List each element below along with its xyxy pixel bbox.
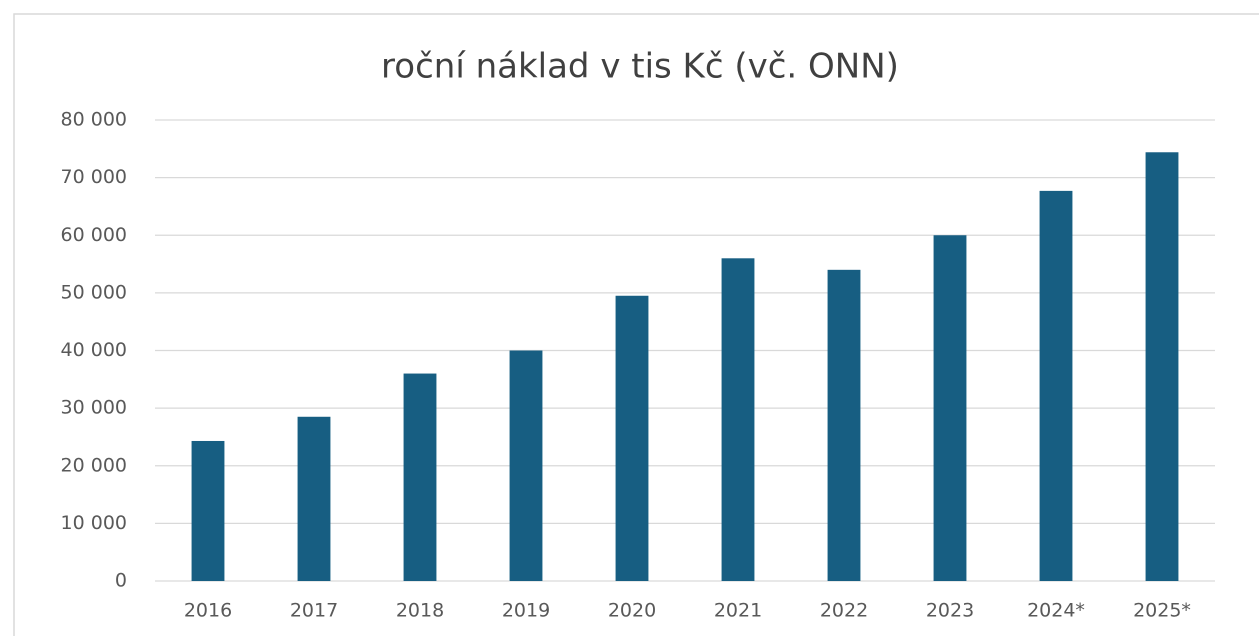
y-tick-label: 30 000 <box>61 397 127 419</box>
bar <box>615 295 649 581</box>
x-tick-label: 2024* <box>1027 600 1085 622</box>
x-tick-label: 2023 <box>926 600 974 622</box>
bar <box>191 440 225 581</box>
bar <box>1039 190 1073 581</box>
x-tick-label: 2022 <box>820 600 868 622</box>
y-tick-label: 70 000 <box>61 166 127 188</box>
x-tick-label: 2018 <box>396 600 444 622</box>
bar <box>1145 152 1179 581</box>
x-tick-label: 2019 <box>502 600 550 622</box>
y-tick-label: 40 000 <box>61 339 127 361</box>
y-tick-label: 50 000 <box>61 281 127 303</box>
bar <box>297 416 331 581</box>
x-tick-label: 2020 <box>608 600 656 622</box>
bar <box>827 269 861 581</box>
x-tick-label: 2021 <box>714 600 762 622</box>
y-tick-label: 10 000 <box>61 512 127 534</box>
x-tick-label: 2025* <box>1133 600 1191 622</box>
bar <box>933 235 967 581</box>
y-tick-label: 60 000 <box>61 224 127 246</box>
bar <box>403 373 437 581</box>
y-tick-label: 0 <box>115 570 127 592</box>
y-tick-label: 80 000 <box>61 109 127 131</box>
bar <box>509 350 543 581</box>
chart-title: roční náklad v tis Kč (vč. ONN) <box>381 47 899 87</box>
x-tick-label: 2017 <box>290 600 338 622</box>
bar <box>721 258 755 581</box>
y-tick-label: 20 000 <box>61 454 127 476</box>
x-tick-label: 2016 <box>184 600 232 622</box>
